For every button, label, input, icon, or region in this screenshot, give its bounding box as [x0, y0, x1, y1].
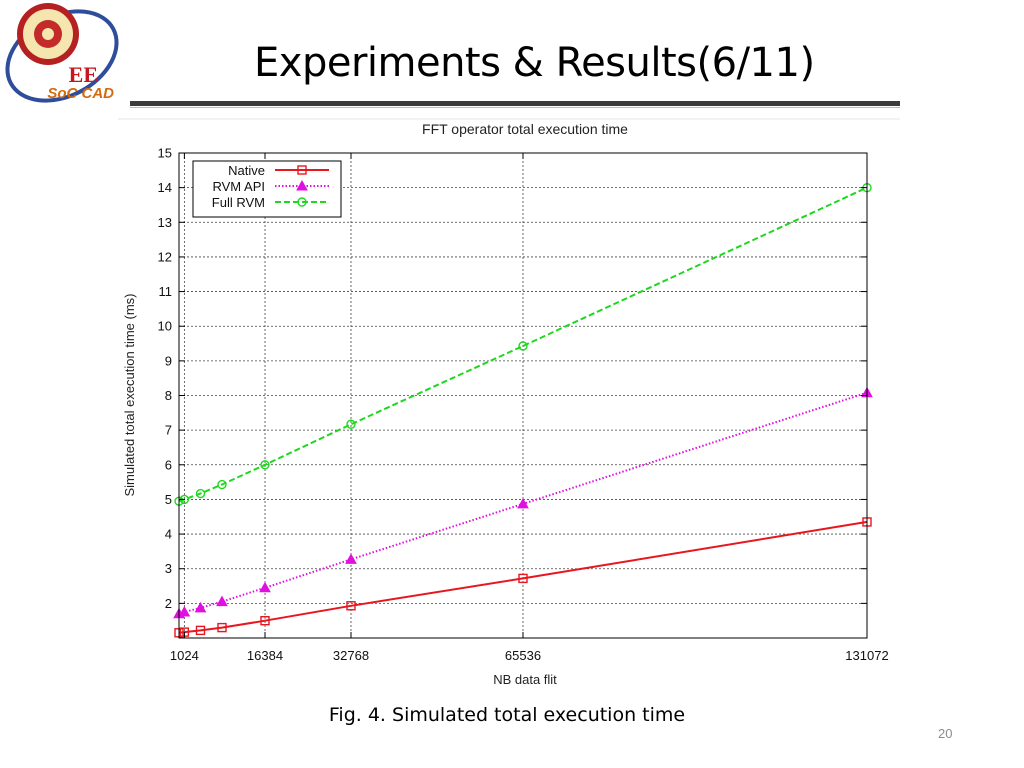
y-tick-label: 7 — [165, 423, 172, 438]
y-tick-label: 12 — [158, 249, 172, 264]
y-tick-label: 11 — [159, 284, 173, 299]
x-tick-label: 1024 — [170, 648, 199, 663]
logo: EE SoC CAD — [0, 0, 122, 104]
legend-marker — [296, 179, 308, 191]
legend-marker — [297, 165, 307, 175]
legend-label: RVM API — [212, 179, 265, 194]
data-point — [260, 460, 270, 470]
series-line-native — [178, 520, 868, 634]
data-point — [195, 488, 206, 499]
x-axis-label: NB data flit — [493, 672, 557, 687]
logo-graphic: EE SoC CAD — [5, 3, 119, 103]
logo-soc-text: SoC CAD — [47, 85, 114, 102]
data-point — [217, 479, 227, 490]
legend-label: Full RVM — [212, 195, 265, 210]
data-point — [518, 341, 528, 351]
data-point — [518, 573, 528, 584]
logo-ee-text: EE — [69, 62, 98, 87]
chart-title: FFT operator total execution time — [422, 121, 628, 137]
data-point — [217, 622, 227, 633]
y-tick-label: 6 — [165, 457, 172, 472]
series-line-full-rvm — [178, 186, 868, 503]
y-tick-label: 2 — [165, 596, 172, 611]
x-tick-label: 65536 — [505, 648, 541, 663]
y-tick-label: 5 — [165, 492, 172, 507]
legend-marker — [297, 197, 307, 207]
title-divider-thin — [130, 107, 900, 108]
figure-caption: Fig. 4. Simulated total execution time — [328, 704, 686, 726]
data-point — [346, 601, 356, 611]
data-point — [178, 605, 191, 617]
x-tick-label: 32768 — [333, 648, 369, 663]
page-title: Experiments & Results(6/11) — [254, 40, 815, 86]
y-tick-label: 15 — [158, 146, 172, 161]
x-tick-label: 131072 — [845, 648, 888, 663]
title-divider — [130, 101, 900, 106]
data-point — [259, 581, 271, 593]
data-point — [260, 615, 270, 626]
legend-label: Native — [228, 163, 265, 178]
y-axis-label: Simulated total execution time (ms) — [122, 293, 137, 496]
y-tick-label: 10 — [158, 319, 172, 334]
page-number: 20 — [938, 726, 953, 741]
data-point — [346, 419, 356, 429]
data-point — [517, 497, 529, 509]
y-tick-label: 13 — [158, 215, 172, 230]
y-tick-label: 9 — [165, 353, 172, 368]
y-tick-label: 14 — [158, 180, 172, 195]
y-tick-label: 3 — [165, 561, 172, 576]
data-point — [194, 601, 207, 613]
y-tick-label: 8 — [165, 388, 172, 403]
data-point — [195, 625, 206, 636]
y-tick-label: 4 — [165, 527, 172, 542]
data-point — [345, 553, 357, 564]
data-point — [216, 595, 228, 607]
x-tick-label: 16384 — [247, 648, 283, 663]
